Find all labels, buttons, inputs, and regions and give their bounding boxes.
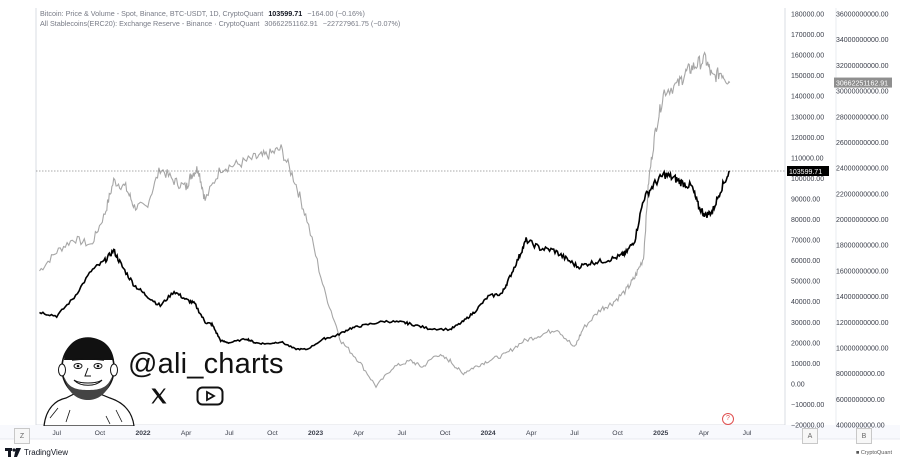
legend-stable-label: All Stablecoins(ERC20): Exchange Reserve… xyxy=(40,19,260,28)
time-axis-tick-label: 2022 xyxy=(135,430,150,437)
grid xyxy=(0,8,900,440)
left-axis-tick-label: 110000.00 xyxy=(791,155,824,162)
avatar xyxy=(43,337,135,426)
stable-price-tag-label: 30662251162.91 xyxy=(836,81,888,88)
right-axis-tick-label: 36000000000.00 xyxy=(836,12,889,19)
time-axis-tick-label: Jul xyxy=(225,430,234,437)
price-tags: 103599.71 30662251162.91 xyxy=(36,77,892,177)
left-axis-tick-label: 140000.00 xyxy=(791,94,824,101)
left-axis-tick-label: −10000.00 xyxy=(791,402,824,409)
right-axis-tick-label: 4000000000.00 xyxy=(836,423,885,430)
stablecoin-reserve-line xyxy=(39,51,731,389)
tradingview-logo-icon xyxy=(5,448,21,457)
legend-btc-value: 103599.71 xyxy=(268,9,303,18)
time-axis-tick-label: Apr xyxy=(699,430,710,437)
cryptoquant-brand: ■ CryptoQuant xyxy=(855,450,892,456)
left-axis-tick-label: −20000.00 xyxy=(791,423,824,430)
right-axis-tick-label: 28000000000.00 xyxy=(836,114,889,121)
left-axis-tick-label: 30000.00 xyxy=(791,320,820,327)
tradingview-brand[interactable]: TradingView xyxy=(5,448,68,457)
left-axis-tick-label: 0.00 xyxy=(791,381,805,388)
left-axis-tick-label: 150000.00 xyxy=(791,73,824,80)
scale-button-right[interactable]: B xyxy=(856,428,872,444)
time-axis-tick-label: Oct xyxy=(440,430,451,437)
time-axis-tick-label: Apr xyxy=(181,430,192,437)
time-axis-tick-label: Jul xyxy=(570,430,579,437)
tradingview-label: TradingView xyxy=(24,448,69,457)
time-axis-tick-label: Jul xyxy=(52,430,61,437)
watermark-handle: @ali_charts xyxy=(128,348,284,380)
left-axis-tick-label: 60000.00 xyxy=(791,258,820,265)
right-axis-tick-label: 6000000000.00 xyxy=(836,397,885,404)
scale-button-left[interactable]: Z xyxy=(14,428,30,444)
right-axis-tick-label: 10000000000.00 xyxy=(836,345,889,352)
right-axis-tick-label: 12000000000.00 xyxy=(836,320,889,327)
right-axis-tick-label: 18000000000.00 xyxy=(836,243,889,250)
play-button-icon xyxy=(196,386,224,406)
legend-row-stable[interactable]: All Stablecoins(ERC20): Exchange Reserve… xyxy=(40,19,400,29)
time-axis-tick-label: Oct xyxy=(95,430,106,437)
right-axis-tick-label: 26000000000.00 xyxy=(836,140,889,147)
stablecoin-reserve-series xyxy=(39,51,731,389)
right-axis-tick-label: 16000000000.00 xyxy=(836,268,889,275)
left-axis-tick-label: 160000.00 xyxy=(791,53,824,60)
info-marker[interactable]: ? xyxy=(722,413,734,425)
right-axis-tick-label: 30000000000.00 xyxy=(836,89,889,96)
left-axis-tick-label: 50000.00 xyxy=(791,279,820,286)
time-axis-tick-label: Oct xyxy=(267,430,278,437)
legend-btc-change: −164.00 (−0.16%) xyxy=(307,9,365,18)
time-axis-tick-label: 2024 xyxy=(481,430,496,437)
time-axis[interactable]: Jul Oct 2022 Apr Jul Oct 2023 Apr Jul Oct 2024 Apr J… xyxy=(52,430,752,437)
right-axis-tick-label: 22000000000.00 xyxy=(836,191,889,198)
right-price-axis[interactable]: 36000000000.00 34000000000.00 32000000000.… xyxy=(836,12,889,430)
social-icons xyxy=(150,386,224,406)
chart-legend: Bitcoin: Price & Volume - Spot, Binance,… xyxy=(40,9,400,29)
legend-stable-value: 30662251162.91 xyxy=(264,19,318,28)
time-axis-tick-label: Apr xyxy=(526,430,537,437)
left-axis-tick-label: 70000.00 xyxy=(791,238,820,245)
left-axis-tick-label: 10000.00 xyxy=(791,361,820,368)
right-axis-tick-label: 32000000000.00 xyxy=(836,63,889,70)
left-axis-tick-label: 80000.00 xyxy=(791,217,820,224)
right-axis-tick-label: 24000000000.00 xyxy=(836,166,889,173)
time-axis-tick-label: 2023 xyxy=(308,430,323,437)
legend-row-btc[interactable]: Bitcoin: Price & Volume - Spot, Binance,… xyxy=(40,9,400,19)
stable-price-tag-box xyxy=(834,77,892,88)
cryptoquant-label: CryptoQuant xyxy=(860,450,892,456)
left-axis-tick-label: 130000.00 xyxy=(791,114,824,121)
scale-button-auto[interactable]: A xyxy=(802,428,818,444)
btc-price-tag-box xyxy=(787,166,829,177)
time-axis-tick-label: Apr xyxy=(353,430,364,437)
btc-price-line xyxy=(39,169,731,351)
left-axis-tick-label: 40000.00 xyxy=(791,299,820,306)
time-axis-tick-label: Jul xyxy=(743,430,752,437)
time-axis-tick-label: Oct xyxy=(612,430,623,437)
right-axis-tick-label: 8000000000.00 xyxy=(836,371,885,378)
left-axis-tick-label: 90000.00 xyxy=(791,196,820,203)
time-axis-tick-label: 2025 xyxy=(653,430,668,437)
left-price-axis[interactable]: 180000.00 170000.00 160000.00 150000.00 1400… xyxy=(791,12,824,430)
right-axis-tick-label: 14000000000.00 xyxy=(836,294,889,301)
time-axis-tick-label: Jul xyxy=(398,430,407,437)
left-axis-tick-label: 170000.00 xyxy=(791,32,824,39)
right-axis-tick-label: 34000000000.00 xyxy=(836,37,889,44)
left-axis-tick-label: 20000.00 xyxy=(791,340,820,347)
left-axis-tick-label: 120000.00 xyxy=(791,135,824,142)
time-axis-band xyxy=(0,425,900,439)
right-axis-tick-label: 20000000000.00 xyxy=(836,217,889,224)
btc-price-tag-label: 103599.71 xyxy=(789,169,822,176)
left-axis-tick-label: 100000.00 xyxy=(791,176,824,183)
x-logo-icon xyxy=(151,388,167,404)
btc-price-series xyxy=(39,169,731,351)
legend-btc-label: Bitcoin: Price & Volume - Spot, Binance,… xyxy=(40,9,264,18)
legend-stable-change: −22727961.75 (−0.07%) xyxy=(322,19,401,28)
left-axis-tick-label: 180000.00 xyxy=(791,12,824,19)
